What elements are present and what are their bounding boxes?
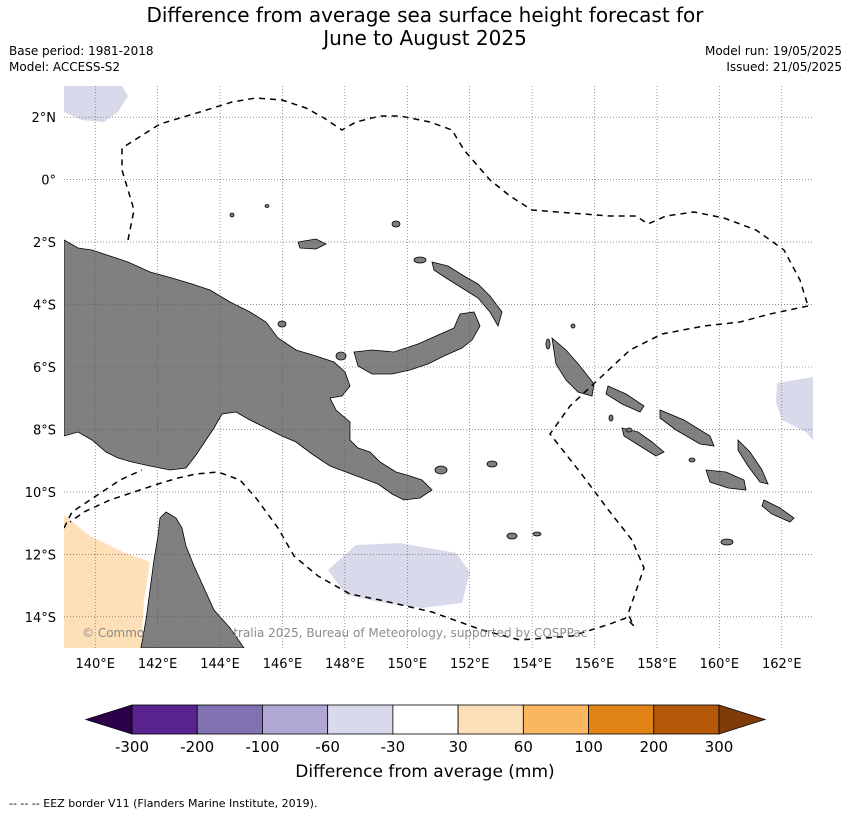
land-new-guinea (64, 239, 433, 501)
base-period: Base period: 1981-2018 (9, 44, 154, 58)
colorbar-segment (327, 704, 394, 735)
colorbar-label: -30 (381, 738, 406, 756)
lon-tick-label: 156°E (575, 657, 615, 672)
lon-tick-label: 162°E (762, 657, 802, 672)
anomaly-patch-coral-sea (328, 543, 470, 608)
land-makira (761, 499, 795, 523)
colorbar-segment (588, 704, 655, 735)
colorbar-segment (196, 704, 263, 735)
colorbar-label: 30 (449, 738, 468, 756)
lat-tick-label: 2°N (32, 111, 57, 126)
model-name: Model: ACCESS-S2 (9, 60, 121, 74)
lat-tick-label: 8°S (33, 423, 56, 438)
lon-tick-label: 140°E (75, 657, 115, 672)
lat-tick-label: 2°S (33, 236, 56, 251)
colorbar-segment (457, 704, 524, 735)
small-islands (229, 204, 734, 546)
lat-tick-label: 10°S (25, 486, 56, 501)
map-area: © Commonwealth of Australia 2025, Bureau… (64, 86, 813, 648)
colorbar-segment (522, 704, 589, 735)
lat-tick-label: 12°S (25, 548, 56, 563)
colorbar-extend-low (84, 704, 133, 735)
lon-tick-label: 158°E (637, 657, 677, 672)
colorbar-segment (653, 704, 720, 735)
colorbar-label: 200 (639, 738, 668, 756)
land-new-britain (353, 311, 481, 375)
land-manus (297, 238, 327, 250)
colorbar-segment (131, 704, 198, 735)
lat-tick-label: 6°S (33, 361, 56, 376)
title-line-2: June to August 2025 (323, 26, 527, 50)
lon-tick-label: 146°E (263, 657, 303, 672)
land-guadalcanal (705, 469, 747, 491)
colorbar-segment (262, 704, 329, 735)
colorbar-label: -200 (180, 738, 214, 756)
colorbar-label: 100 (574, 738, 603, 756)
lon-tick-label: 152°E (450, 657, 490, 672)
eez-borders (64, 97, 809, 641)
colorbar-title: Difference from average (mm) (295, 762, 555, 782)
land-santa-isabel (659, 409, 715, 447)
anomaly-patch-positive (64, 515, 150, 648)
land-bougainville (551, 336, 595, 397)
land-cape-york (140, 511, 245, 648)
colorbar-label: 60 (514, 738, 533, 756)
axis-ticks: 140°E 142°E 144°E 146°E 148°E 150°E 152°E 154°E… (25, 111, 802, 672)
land-new-georgia (621, 427, 665, 457)
anomaly-patch-north (64, 86, 128, 122)
lon-tick-label: 150°E (388, 657, 428, 672)
model-run: Model run: 19/05/2025 (704, 44, 842, 58)
chart-title: Difference from average sea surface heig… (0, 4, 850, 50)
meta-left: Base period: 1981-2018 Model: ACCESS-S2 (9, 43, 154, 75)
colorbar-label: -60 (315, 738, 340, 756)
colorbar-extend-high (718, 704, 767, 735)
lon-tick-label: 160°E (700, 657, 740, 672)
land-choiseul (605, 385, 645, 413)
land-new-ireland (431, 261, 503, 328)
colorbar-label: -100 (245, 738, 279, 756)
colorbar: -300 -200 -100 -60 -30 30 60 100 200 300 (84, 704, 767, 756)
colorbar-segment (392, 704, 459, 735)
eez-legend: -- -- -- EEZ border V11 (Flanders Marine… (9, 797, 318, 810)
colorbar-label: -300 (115, 738, 149, 756)
land-malaita (737, 439, 769, 485)
lat-tick-label: 4°S (33, 299, 56, 314)
colorbar-label: 300 (705, 738, 734, 756)
lon-tick-label: 144°E (200, 657, 240, 672)
copyright-text: © Commonwealth of Australia 2025, Bureau… (82, 626, 587, 640)
meta-right: Model run: 19/05/2025 Issued: 21/05/2025 (705, 43, 842, 75)
title-line-1: Difference from average sea surface heig… (146, 3, 704, 27)
lat-tick-label: 14°S (25, 611, 56, 626)
lon-tick-label: 154°E (512, 657, 552, 672)
lon-tick-label: 142°E (138, 657, 178, 672)
issued-date: Issued: 21/05/2025 (726, 60, 842, 74)
lon-tick-label: 148°E (325, 657, 365, 672)
anomaly-patch-east (776, 377, 813, 440)
gridlines (64, 86, 813, 648)
lat-tick-label: 0° (41, 174, 56, 189)
